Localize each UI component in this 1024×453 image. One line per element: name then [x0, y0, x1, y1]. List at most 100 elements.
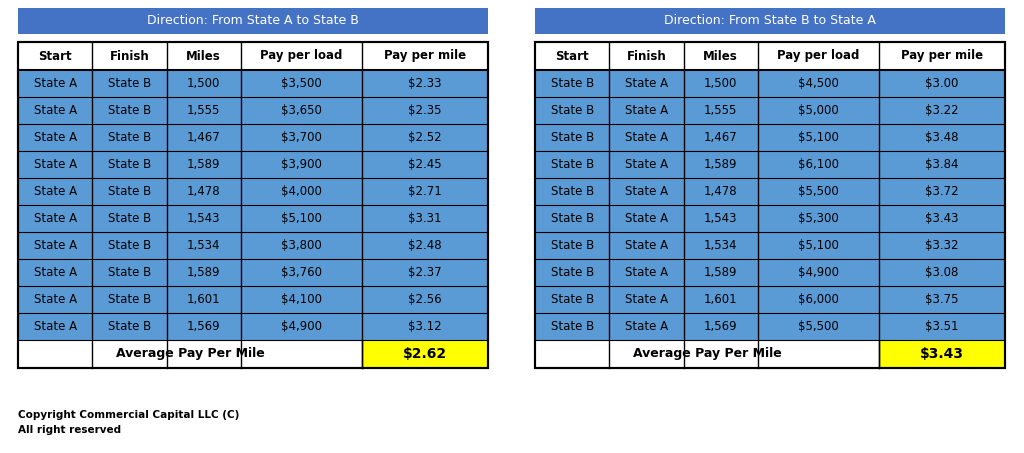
Text: State B: State B: [108, 158, 151, 171]
Text: Pay per mile: Pay per mile: [901, 49, 983, 63]
Text: State B: State B: [551, 266, 594, 279]
Bar: [18, 340, 362, 368]
Bar: [18, 8, 488, 34]
Text: $4,900: $4,900: [798, 266, 839, 279]
Text: 1,543: 1,543: [703, 212, 737, 225]
Text: State B: State B: [108, 104, 151, 117]
Text: 1,569: 1,569: [703, 320, 737, 333]
Text: Miles: Miles: [186, 49, 221, 63]
Text: $3.72: $3.72: [926, 185, 958, 198]
Text: State B: State B: [551, 293, 594, 306]
Text: State A: State A: [34, 158, 77, 171]
Bar: [18, 151, 488, 178]
Bar: [535, 97, 1005, 124]
Text: $2.33: $2.33: [409, 77, 441, 90]
Bar: [362, 340, 488, 368]
Bar: [535, 151, 1005, 178]
Text: $3,800: $3,800: [281, 239, 322, 252]
Text: State A: State A: [34, 131, 77, 144]
Text: State A: State A: [625, 77, 668, 90]
Text: Copyright Commercial Capital LLC (C): Copyright Commercial Capital LLC (C): [18, 410, 240, 420]
Bar: [535, 286, 1005, 313]
Bar: [18, 232, 488, 259]
Text: State B: State B: [108, 239, 151, 252]
Text: State A: State A: [625, 131, 668, 144]
Text: State A: State A: [34, 185, 77, 198]
Text: $3,760: $3,760: [281, 266, 322, 279]
Bar: [18, 205, 488, 232]
Text: $5,500: $5,500: [798, 320, 839, 333]
Text: State B: State B: [551, 131, 594, 144]
Text: State B: State B: [551, 104, 594, 117]
Text: $3.08: $3.08: [926, 266, 958, 279]
Text: 1,534: 1,534: [703, 239, 737, 252]
Text: State B: State B: [551, 320, 594, 333]
Text: Miles: Miles: [703, 49, 738, 63]
Bar: [535, 124, 1005, 151]
Text: $3.75: $3.75: [926, 293, 958, 306]
Text: $3,900: $3,900: [281, 158, 322, 171]
Text: Average Pay Per Mile: Average Pay Per Mile: [633, 347, 781, 361]
Text: Direction: From State A to State B: Direction: From State A to State B: [147, 14, 359, 28]
Text: 1,478: 1,478: [703, 185, 737, 198]
Bar: [535, 232, 1005, 259]
Text: State A: State A: [625, 320, 668, 333]
Text: $2.56: $2.56: [409, 293, 441, 306]
Text: $5,100: $5,100: [281, 212, 322, 225]
Bar: [18, 178, 488, 205]
Bar: [535, 70, 1005, 97]
Bar: [535, 340, 879, 368]
Text: 1,601: 1,601: [186, 293, 220, 306]
Text: 1,478: 1,478: [186, 185, 220, 198]
Text: Finish: Finish: [627, 49, 667, 63]
Text: State B: State B: [551, 158, 594, 171]
Text: $4,500: $4,500: [798, 77, 839, 90]
Text: 1,467: 1,467: [703, 131, 737, 144]
Text: 1,555: 1,555: [703, 104, 737, 117]
Text: $3,650: $3,650: [281, 104, 322, 117]
Text: Start: Start: [555, 49, 589, 63]
Text: $3.00: $3.00: [926, 77, 958, 90]
Text: $3.43: $3.43: [920, 347, 964, 361]
Text: $4,900: $4,900: [281, 320, 322, 333]
Text: State B: State B: [551, 185, 594, 198]
Text: State A: State A: [34, 104, 77, 117]
Bar: [535, 205, 1005, 232]
Text: $2.52: $2.52: [409, 131, 441, 144]
Text: $2.62: $2.62: [403, 347, 447, 361]
Text: State A: State A: [625, 239, 668, 252]
Bar: [18, 70, 488, 97]
Text: State A: State A: [34, 266, 77, 279]
Text: $2.71: $2.71: [409, 185, 442, 198]
Text: State B: State B: [108, 131, 151, 144]
Bar: [535, 8, 1005, 34]
Text: State B: State B: [108, 77, 151, 90]
Text: 1,589: 1,589: [187, 158, 220, 171]
Bar: [535, 259, 1005, 286]
Text: $3.12: $3.12: [409, 320, 441, 333]
Text: 1,589: 1,589: [703, 158, 737, 171]
Bar: [535, 313, 1005, 340]
Bar: [879, 340, 1005, 368]
Text: 1,500: 1,500: [187, 77, 220, 90]
Bar: [535, 42, 1005, 368]
Text: State A: State A: [625, 185, 668, 198]
Text: $2.37: $2.37: [409, 266, 441, 279]
Bar: [535, 178, 1005, 205]
Bar: [18, 42, 488, 70]
Text: $5,000: $5,000: [798, 104, 839, 117]
Text: $4,000: $4,000: [281, 185, 322, 198]
Text: State A: State A: [34, 239, 77, 252]
Bar: [535, 42, 1005, 368]
Text: $5,100: $5,100: [798, 239, 839, 252]
Bar: [18, 42, 488, 368]
Text: State A: State A: [625, 266, 668, 279]
Text: State B: State B: [551, 239, 594, 252]
Text: $5,100: $5,100: [798, 131, 839, 144]
Text: 1,569: 1,569: [186, 320, 220, 333]
Bar: [18, 42, 488, 368]
Text: $3.48: $3.48: [926, 131, 958, 144]
Bar: [18, 259, 488, 286]
Text: $3.43: $3.43: [926, 212, 958, 225]
Text: $5,300: $5,300: [798, 212, 839, 225]
